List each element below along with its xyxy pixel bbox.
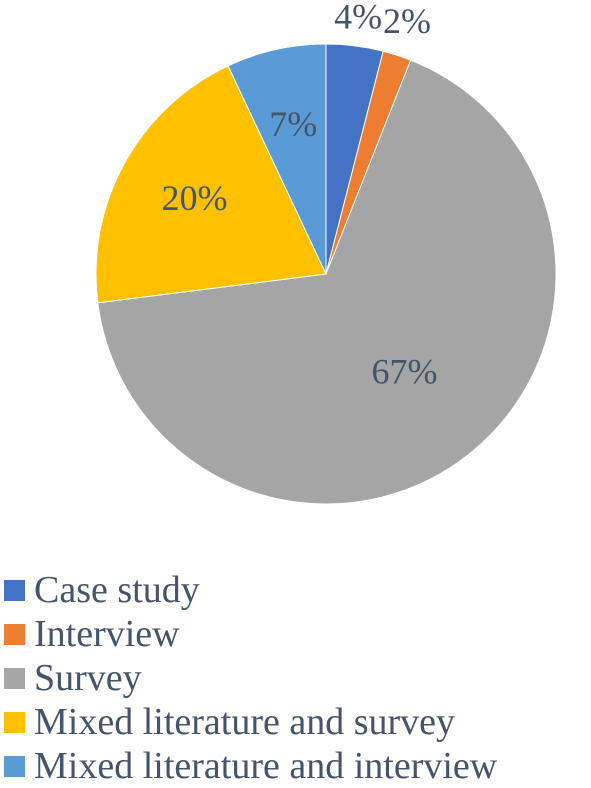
legend-label-mixed-literature-and-survey: Mixed literature and survey (34, 701, 456, 743)
pie-slice-mixed-literature-and-interview (227, 43, 327, 275)
pie-slice-survey (97, 59, 557, 505)
legend-swatch-interview (4, 623, 25, 645)
legend-item-mixed-literature-and-interview: Mixed literature and interview (4, 744, 591, 788)
pie-chart-svg: 4% 2% 67% 20% 7% (95, 0, 557, 505)
legend-item-interview: Interview (4, 612, 591, 656)
pie-data-labels: 4% 2% 67% 20% 7% (162, 0, 438, 391)
legend-item-mixed-literature-and-survey: Mixed literature and survey (4, 700, 591, 744)
legend-label-mixed-literature-and-interview: Mixed literature and interview (34, 745, 498, 787)
legend-label-case-study: Case study (34, 569, 200, 611)
chart-legend: Case study Interview Survey Mixed litera… (4, 568, 591, 788)
legend-swatch-case-study (4, 579, 25, 601)
data-label-mixed-literature-and-interview: 7% (269, 104, 317, 144)
legend-item-survey: Survey (4, 656, 591, 700)
data-label-mixed-literature-and-survey: 20% (162, 178, 228, 218)
data-label-survey: 67% (371, 351, 437, 391)
legend-item-case-study: Case study (4, 568, 591, 612)
pie-slice-mixed-literature-and-survey (95, 65, 327, 304)
legend-swatch-mixed-literature-and-survey (4, 711, 25, 733)
data-label-case-study: 4% (334, 0, 382, 36)
legend-label-interview: Interview (34, 613, 180, 655)
pie-slices (95, 43, 557, 505)
legend-swatch-mixed-literature-and-interview (4, 755, 25, 777)
legend-label-survey: Survey (34, 657, 142, 699)
data-label-interview: 2% (383, 1, 431, 41)
legend-swatch-survey (4, 667, 25, 689)
